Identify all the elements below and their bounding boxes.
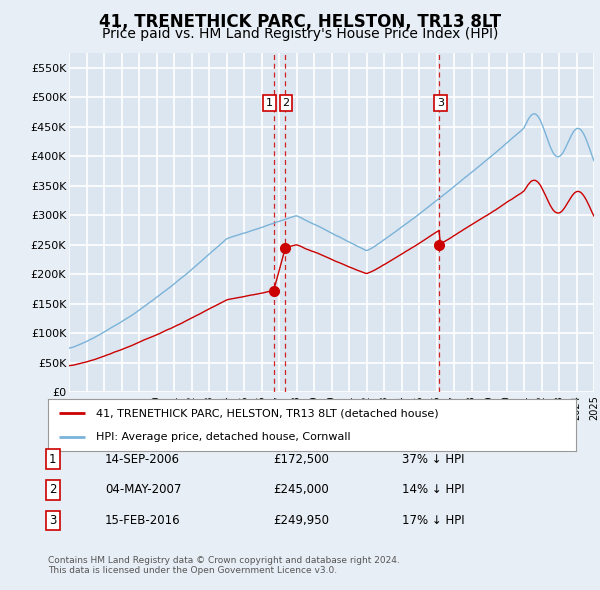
Text: 3: 3 xyxy=(49,514,56,527)
Text: Price paid vs. HM Land Registry's House Price Index (HPI): Price paid vs. HM Land Registry's House … xyxy=(102,27,498,41)
Text: 15-FEB-2016: 15-FEB-2016 xyxy=(105,514,181,527)
Text: 1: 1 xyxy=(49,453,56,466)
Text: 3: 3 xyxy=(437,99,444,108)
Text: £249,950: £249,950 xyxy=(273,514,329,527)
Text: £245,000: £245,000 xyxy=(273,483,329,496)
Text: 41, TRENETHICK PARC, HELSTON, TR13 8LT: 41, TRENETHICK PARC, HELSTON, TR13 8LT xyxy=(99,13,501,31)
Text: HPI: Average price, detached house, Cornwall: HPI: Average price, detached house, Corn… xyxy=(95,432,350,442)
Text: £172,500: £172,500 xyxy=(273,453,329,466)
Text: 14-SEP-2006: 14-SEP-2006 xyxy=(105,453,180,466)
Text: 04-MAY-2007: 04-MAY-2007 xyxy=(105,483,181,496)
Text: 14% ↓ HPI: 14% ↓ HPI xyxy=(402,483,464,496)
Text: 2: 2 xyxy=(283,99,290,108)
Text: 37% ↓ HPI: 37% ↓ HPI xyxy=(402,453,464,466)
Text: Contains HM Land Registry data © Crown copyright and database right 2024.
This d: Contains HM Land Registry data © Crown c… xyxy=(48,556,400,575)
Text: 2: 2 xyxy=(49,483,56,496)
Text: 1: 1 xyxy=(266,99,273,108)
Text: 17% ↓ HPI: 17% ↓ HPI xyxy=(402,514,464,527)
Text: 41, TRENETHICK PARC, HELSTON, TR13 8LT (detached house): 41, TRENETHICK PARC, HELSTON, TR13 8LT (… xyxy=(95,408,438,418)
